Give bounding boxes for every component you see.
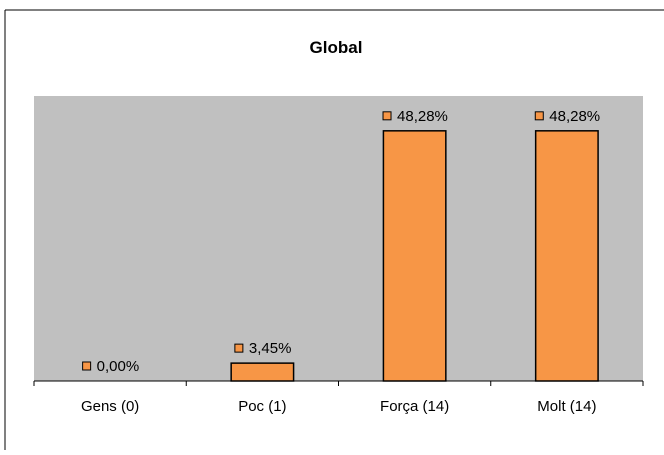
bars-layer [230, 130, 599, 382]
bar [382, 130, 447, 382]
data-label-text: 0,00% [97, 358, 140, 375]
data-label-text: 48,28% [549, 108, 600, 125]
data-label: 48,28% [382, 108, 448, 125]
x-axis-label: Força (14) [380, 398, 449, 415]
chart-title: Global [310, 38, 363, 57]
x-axis-labels: Gens (0) Poc (1) Força (14) Molt (14) [81, 398, 597, 415]
data-label: 0,00% [82, 358, 140, 375]
x-axis-label: Molt (14) [537, 398, 596, 415]
data-label-marker [82, 361, 92, 371]
bar [534, 130, 599, 382]
data-labels-layer: 0,00% 3,45% 48,28% 48,28% [82, 108, 600, 375]
bar [230, 362, 295, 382]
x-axis-label: Gens (0) [81, 398, 139, 415]
data-label-text: 48,28% [397, 108, 448, 125]
data-label-marker [382, 111, 392, 121]
data-label: 48,28% [534, 108, 600, 125]
x-axis-ticks [33, 381, 644, 386]
data-label-marker [534, 111, 544, 121]
x-axis-label: Poc (1) [238, 398, 286, 415]
data-label: 3,45% [234, 340, 292, 357]
data-label-marker [234, 343, 244, 353]
data-label-text: 3,45% [249, 340, 292, 357]
